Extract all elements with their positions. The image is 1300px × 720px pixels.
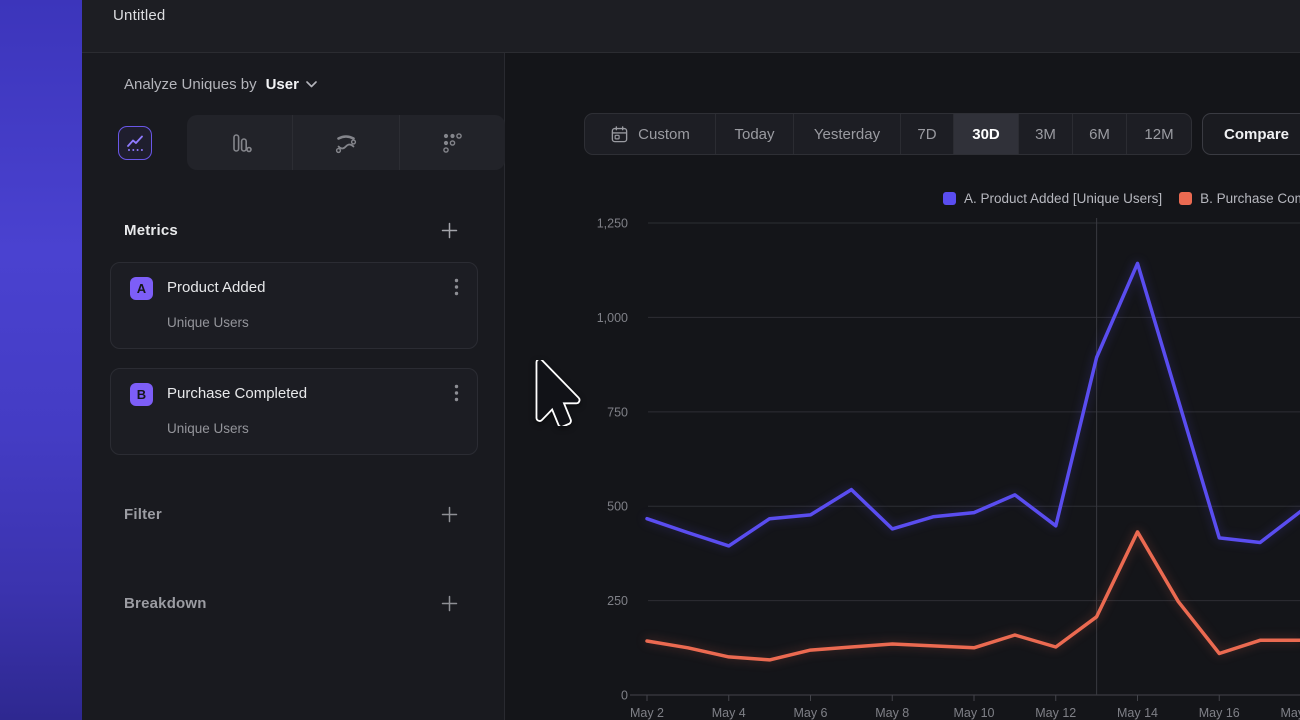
metric-card-b[interactable]: B Purchase Completed Unique Users <box>110 368 478 455</box>
metrics-title: Metrics <box>124 221 178 239</box>
plus-icon <box>441 595 458 611</box>
line-chart-icon <box>117 125 152 160</box>
svg-text:May 16: May 16 <box>1199 706 1240 720</box>
range-12m[interactable]: 12M <box>1127 114 1191 154</box>
add-filter-button[interactable] <box>441 506 458 523</box>
svg-text:May 18: May 18 <box>1281 706 1300 720</box>
kebab-icon[interactable] <box>454 384 459 405</box>
metric-badge: A <box>130 277 153 300</box>
filter-title: Filter <box>124 505 162 523</box>
svg-text:May 12: May 12 <box>1035 706 1076 720</box>
range-custom[interactable]: Custom <box>585 114 716 154</box>
legend-swatch <box>1179 192 1193 205</box>
svg-text:May 10: May 10 <box>954 706 995 720</box>
svg-text:1,250: 1,250 <box>597 217 628 231</box>
range-6m[interactable]: 6M <box>1073 114 1127 154</box>
tab-funnel-chart[interactable] <box>398 115 505 170</box>
plus-icon <box>441 222 458 238</box>
filter-section-header: Filter <box>124 502 458 526</box>
background-gradient <box>0 0 82 720</box>
date-range-control: Custom Today Yesterday 7D 30D 3M 6M 12M <box>584 113 1192 155</box>
tab-bar-chart[interactable] <box>187 115 292 170</box>
flow-chart-icon <box>335 134 357 153</box>
svg-text:750: 750 <box>607 405 628 419</box>
metric-subtitle: Unique Users <box>167 421 249 436</box>
analyze-by-dropdown[interactable]: User <box>266 76 317 93</box>
app-header: Untitled <box>82 0 1300 53</box>
range-yesterday[interactable]: Yesterday <box>794 114 901 154</box>
svg-text:250: 250 <box>607 594 628 608</box>
svg-text:0: 0 <box>621 689 628 703</box>
chevron-down-icon <box>306 80 317 87</box>
calendar-icon <box>611 125 628 142</box>
svg-text:1,000: 1,000 <box>597 311 628 325</box>
svg-text:May 14: May 14 <box>1117 706 1158 720</box>
svg-text:500: 500 <box>607 500 628 514</box>
range-today[interactable]: Today <box>716 114 794 154</box>
tab-line-chart[interactable] <box>82 115 187 170</box>
metric-subtitle: Unique Users <box>167 315 249 330</box>
range-30d[interactable]: 30D <box>954 114 1019 154</box>
analyze-by-value: User <box>265 75 299 93</box>
chart-panel: Custom Today Yesterday 7D 30D 3M 6M 12M Compare… <box>505 53 1300 720</box>
svg-text:May 4: May 4 <box>712 706 746 720</box>
metric-name: Purchase Completed <box>167 385 308 402</box>
breakdown-section-header: Breakdown <box>124 591 458 615</box>
bar-chart-icon <box>232 133 252 152</box>
legend-label: A. Product Added [Unique Users] <box>964 191 1163 206</box>
svg-text:May 2: May 2 <box>630 706 664 720</box>
analyze-row: Analyze Uniques by User <box>82 53 504 115</box>
plus-icon <box>441 506 458 522</box>
series-line <box>645 530 1300 662</box>
page-title: Untitled <box>113 7 166 24</box>
svg-text:May 8: May 8 <box>875 706 909 720</box>
svg-text:May 6: May 6 <box>793 706 827 720</box>
metric-badge: B <box>130 383 153 406</box>
legend-label: B. Purchase Completed [Unique Users] <box>1200 191 1300 206</box>
breakdown-title: Breakdown <box>124 594 207 612</box>
compare-button[interactable]: Compare <box>1202 113 1300 155</box>
funnel-dots-icon <box>443 132 463 153</box>
range-3m[interactable]: 3M <box>1019 114 1073 154</box>
analyze-label: Analyze Uniques by <box>124 75 257 93</box>
legend-item[interactable]: B. Purchase Completed [Unique Users] <box>1179 191 1300 206</box>
tab-flow-chart[interactable] <box>292 115 398 170</box>
left-panel: Analyze Uniques by User <box>82 53 505 720</box>
metric-name: Product Added <box>167 279 266 296</box>
chart-type-tab-group <box>187 115 505 170</box>
legend-swatch <box>943 192 956 205</box>
legend-item[interactable]: A. Product Added [Unique Users] <box>943 191 1162 206</box>
range-7d[interactable]: 7D <box>901 114 954 154</box>
add-breakdown-button[interactable] <box>441 595 458 612</box>
line-chart: 0 250 500 750 1,000 1,250 May 2 May 4 May 6 May 8… <box>597 217 1300 720</box>
metric-card-a[interactable]: A Product Added Unique Users <box>110 262 478 349</box>
chart-legend: A. Product Added [Unique Users] B. Purcha… <box>943 191 1300 206</box>
mouse-cursor <box>535 360 581 426</box>
series-line <box>645 261 1300 548</box>
add-metric-button[interactable] <box>441 222 458 239</box>
kebab-icon[interactable] <box>454 278 459 299</box>
metrics-section-header: Metrics <box>124 218 458 242</box>
app-window: Untitled Analyze Uniques by User <box>82 0 1300 720</box>
chart-type-tabs <box>82 115 505 170</box>
